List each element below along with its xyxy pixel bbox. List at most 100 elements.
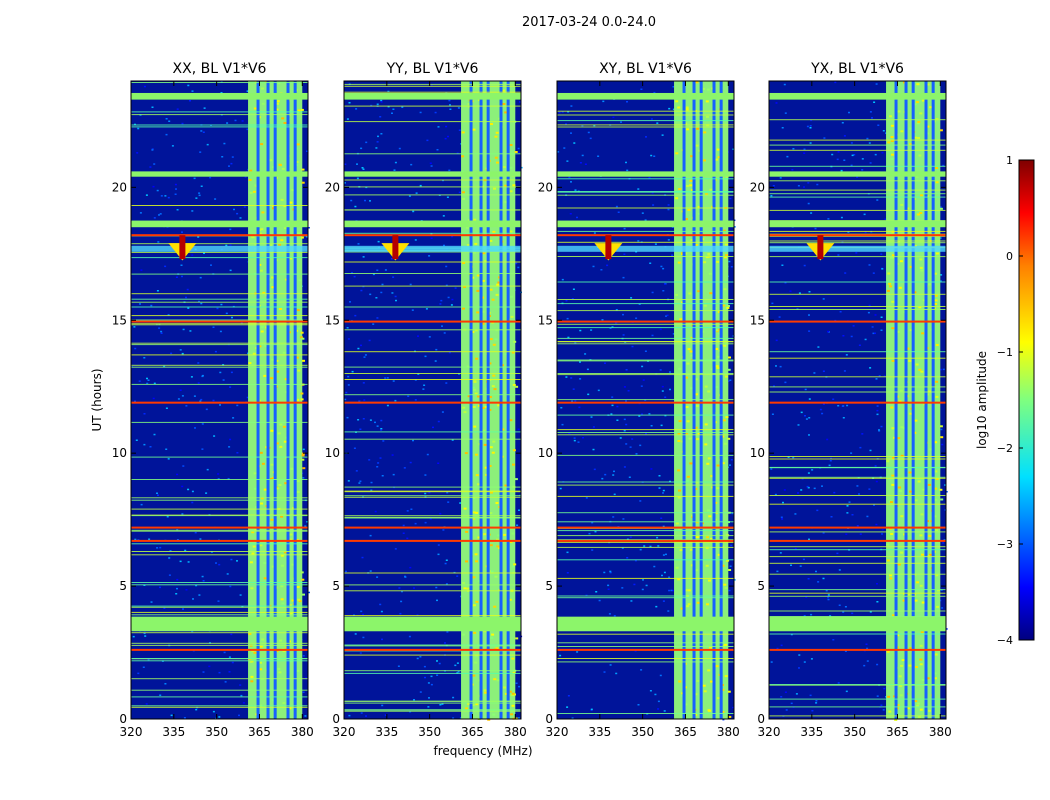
noise-pixel — [362, 418, 365, 420]
noise-pixel — [225, 244, 228, 247]
noise-pixel — [419, 184, 422, 187]
noise-pixel — [150, 304, 153, 307]
rfi-band-pixel — [707, 253, 711, 255]
noise-pixel — [429, 162, 432, 164]
rfi-band-pixel — [695, 144, 699, 147]
noise-pixel — [579, 378, 582, 380]
horizontal-rfi-line — [769, 235, 946, 237]
noise-pixel — [808, 314, 810, 316]
rfi-band-pixel — [695, 393, 698, 396]
noise-pixel — [797, 185, 800, 187]
rfi-band-pixel — [288, 110, 292, 112]
rfi-band-pixel — [928, 709, 932, 712]
y-axis-label: UT (hours) — [90, 368, 104, 431]
noise-pixel — [384, 714, 387, 716]
noise-pixel — [369, 570, 372, 572]
rfi-band-pixel — [896, 634, 900, 637]
rfi-band-pixel — [935, 529, 938, 532]
rfi-band-pixel — [710, 537, 714, 540]
rfi-band-pixel — [259, 668, 263, 671]
rfi-band-pixel — [271, 276, 275, 279]
noise-pixel — [423, 665, 426, 668]
noise-pixel — [836, 158, 839, 161]
noise-pixel — [164, 265, 167, 268]
noise-pixel — [623, 466, 626, 468]
noise-pixel — [360, 147, 363, 150]
rfi-band-pixel — [463, 411, 467, 414]
rfi-band-pixel — [511, 532, 515, 535]
noise-pixel — [176, 209, 179, 211]
noise-pixel — [382, 440, 385, 442]
noise-pixel — [883, 375, 886, 377]
noise-pixel — [798, 667, 800, 669]
noise-pixel — [369, 293, 372, 296]
rfi-band-pixel — [675, 293, 679, 296]
rfi-band-pixel — [889, 115, 893, 118]
rfi-band-pixel — [270, 429, 274, 432]
rfi-band-pixel — [926, 125, 930, 128]
noise-pixel — [567, 336, 570, 339]
rfi-band-pixel — [685, 376, 688, 379]
rfi-channel-line — [256, 81, 260, 719]
horizontal-rfi-line — [557, 521, 734, 523]
x-tick-label: 335 — [375, 725, 398, 739]
noise-pixel — [219, 330, 222, 333]
noise-pixel — [229, 228, 232, 231]
noise-pixel — [419, 691, 422, 693]
noise-pixel — [875, 83, 878, 85]
rfi-band-pixel — [296, 669, 300, 672]
rfi-band-pixel — [302, 359, 305, 362]
horizontal-rfi-line — [557, 303, 734, 305]
noise-pixel — [623, 227, 626, 230]
noise-pixel — [626, 557, 629, 559]
noise-pixel — [844, 272, 847, 274]
noise-pixel — [344, 163, 347, 165]
noise-pixel — [664, 414, 667, 417]
noise-pixel — [358, 400, 361, 402]
noise-pixel — [409, 711, 412, 713]
rfi-band-pixel — [280, 564, 284, 567]
rfi-band-pixel — [706, 603, 709, 606]
horizontal-rfi-line — [557, 374, 734, 376]
noise-pixel — [228, 671, 231, 673]
noise-pixel — [787, 456, 790, 458]
rfi-band-pixel — [260, 228, 264, 231]
horizontal-rfi-line — [131, 273, 308, 275]
rfi-band-pixel — [281, 117, 285, 120]
rfi-band-pixel — [288, 604, 292, 607]
horizontal-rfi-line — [344, 306, 521, 308]
noise-pixel — [202, 131, 205, 133]
rfi-band-pixel — [503, 533, 507, 536]
noise-pixel — [863, 213, 866, 216]
horizontal-rfi-line — [344, 91, 521, 93]
horizontal-rfi-line — [769, 633, 946, 635]
noise-pixel — [664, 396, 667, 398]
noise-pixel — [147, 659, 150, 661]
rfi-band-pixel — [482, 252, 486, 255]
rfi-band-pixel — [461, 131, 465, 134]
noise-pixel — [376, 103, 379, 105]
noise-pixel — [424, 474, 427, 476]
noise-pixel — [416, 657, 419, 660]
noise-pixel — [140, 503, 143, 506]
rfi-band-pixel — [939, 488, 943, 491]
rfi-band-pixel — [727, 437, 731, 440]
noise-pixel — [459, 717, 462, 719]
noise-pixel — [359, 428, 362, 430]
noise-pixel — [866, 647, 869, 650]
noise-pixel — [672, 108, 675, 111]
rfi-band-pixel — [510, 713, 514, 716]
rfi-band-pixel — [475, 357, 479, 360]
rfi-band-pixel — [276, 487, 280, 490]
rfi-band-pixel — [271, 286, 275, 289]
noise-pixel — [205, 492, 208, 494]
noise-pixel — [191, 490, 194, 493]
noise-pixel — [456, 575, 459, 577]
rfi-band-pixel — [254, 184, 258, 187]
noise-pixel — [822, 532, 825, 534]
noise-pixel — [168, 557, 171, 559]
horizontal-rfi-line — [344, 516, 521, 518]
noise-pixel — [168, 574, 171, 576]
noise-pixel — [165, 133, 168, 136]
noise-pixel — [236, 452, 239, 454]
